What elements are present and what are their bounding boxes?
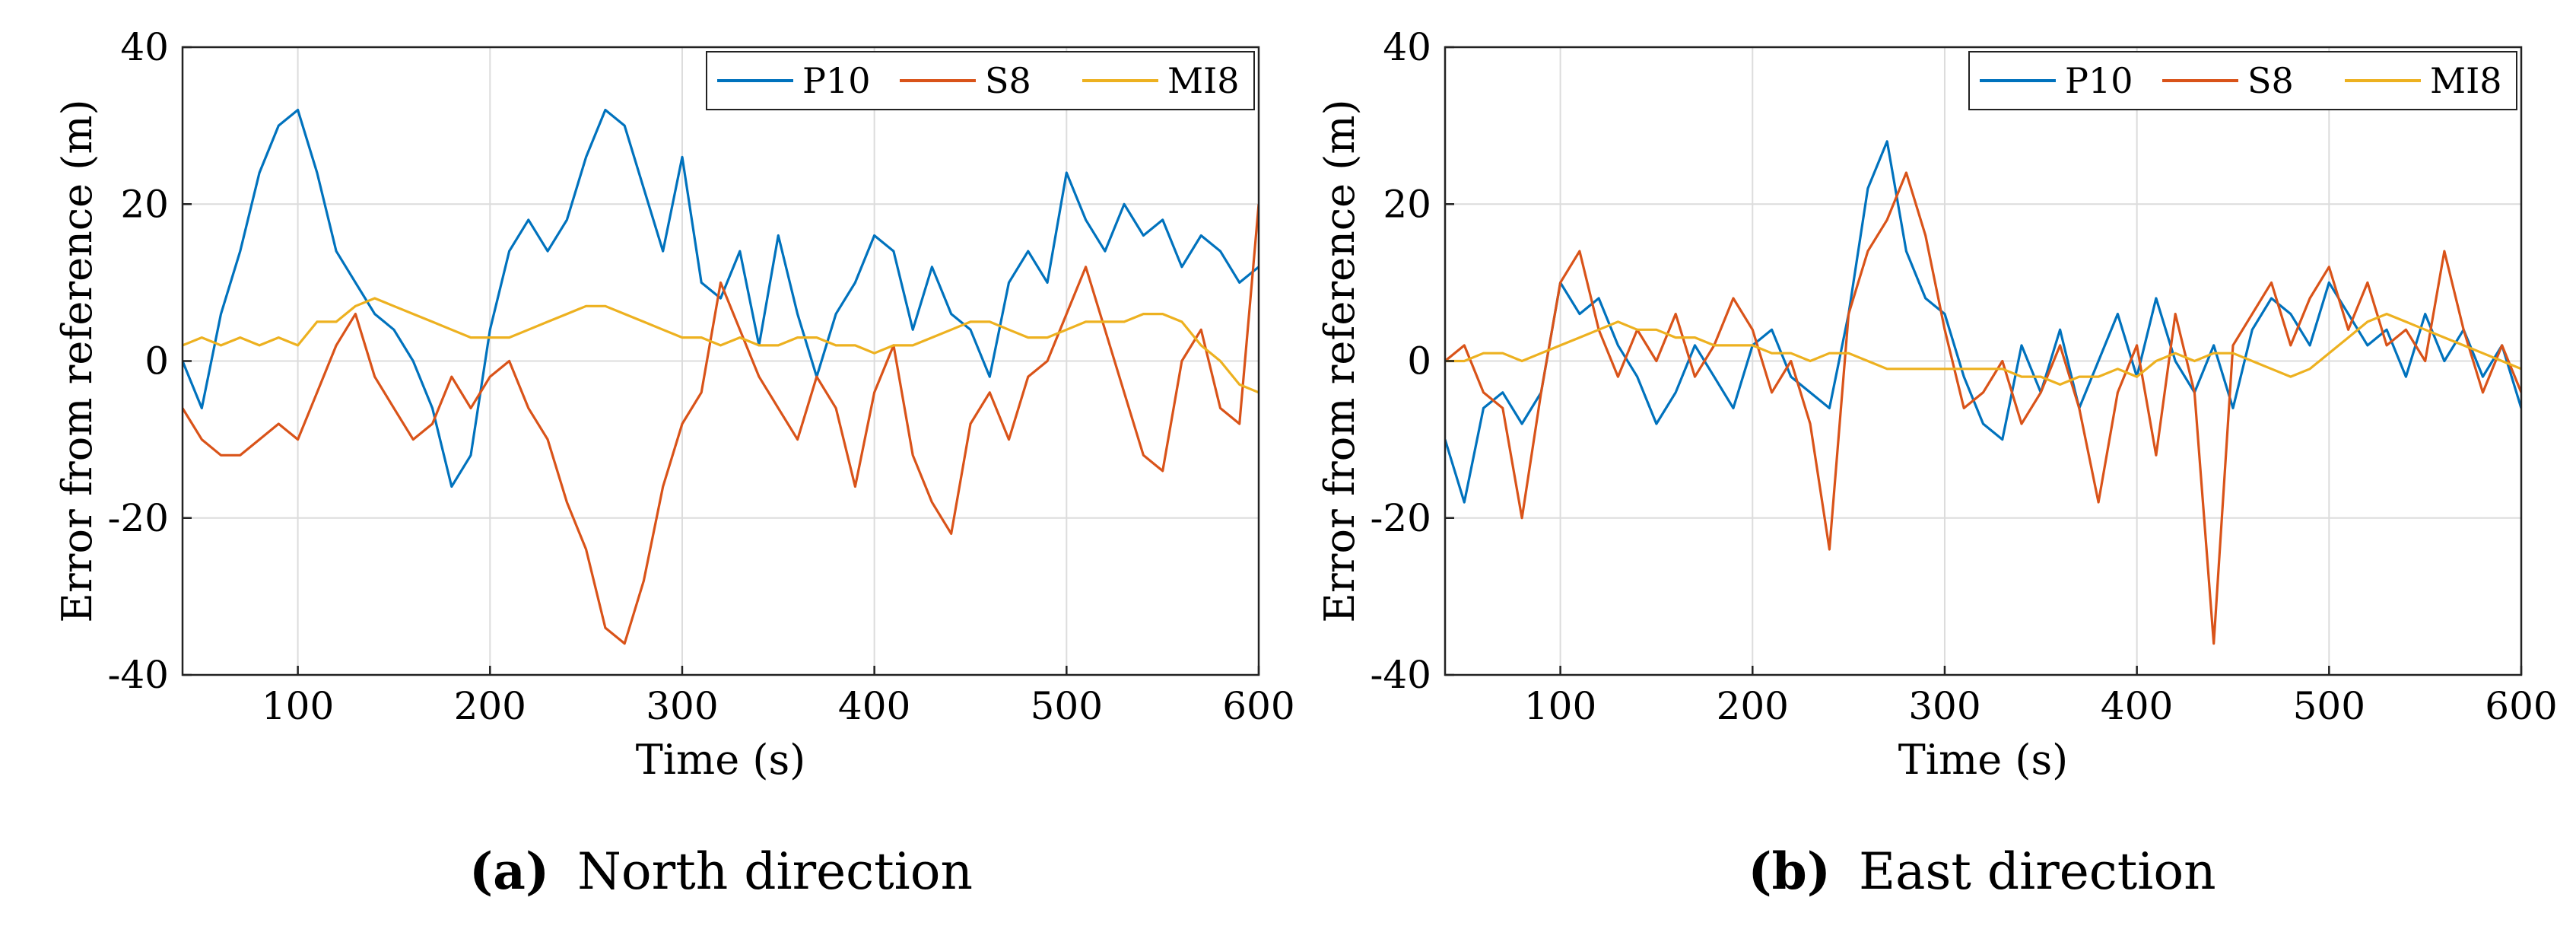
x-tick-label: 300: [1908, 684, 1980, 728]
caption-b-text: East direction: [1859, 842, 2216, 901]
series-line-p10: [183, 108, 1259, 488]
caption-a: (a) North direction: [469, 842, 973, 901]
series-line-mi8: [1445, 313, 2521, 386]
y-axis-label: Error from reference (m): [1316, 99, 1364, 622]
x-tick-label: 400: [2101, 684, 2173, 728]
x-tick-label: 100: [262, 684, 334, 728]
legend: P10 S8 MI8: [706, 51, 1255, 110]
x-tick-label: 500: [1031, 684, 1103, 728]
y-tick-label: 40: [120, 25, 169, 69]
legend-box: [706, 51, 1255, 110]
series-line-s8: [1445, 171, 2521, 645]
legend-label-s8: S8: [985, 60, 1031, 101]
y-tick-label: 20: [120, 182, 169, 226]
y-axis-label: Error from reference (m): [53, 99, 101, 622]
legend: P10 S8 MI8: [1968, 51, 2517, 110]
legend-label-mi8: MI8: [2430, 60, 2502, 101]
y-tick-label: -20: [107, 496, 169, 540]
legend-label-s8: S8: [2247, 60, 2294, 101]
legend-label-p10: P10: [802, 60, 870, 101]
series-line-s8: [183, 204, 1259, 645]
legend-label-p10: P10: [2065, 60, 2133, 101]
caption-a-letter: (a): [469, 842, 549, 901]
series-group: [183, 108, 1259, 645]
y-tick-label: -20: [1370, 496, 1431, 540]
panel-north: 100 200 300 400 500 600 -40 -20 0 20 40 Time (s) Err…: [53, 25, 1295, 784]
y-tick-label: 40: [1383, 25, 1431, 69]
caption-b: (b) East direction: [1748, 842, 2215, 901]
series-line-mi8: [183, 297, 1259, 394]
x-tick-label: 600: [2485, 684, 2557, 728]
panel-east: 100 200 300 400 500 600 -40 -20 0 20 40 Time (s) Err…: [1316, 25, 2558, 784]
legend-box: [1968, 51, 2517, 110]
series-group: [1445, 140, 2521, 645]
y-tick-label: 0: [1407, 339, 1431, 383]
x-axis-label: Time (s): [1898, 736, 2068, 784]
x-tick-label: 200: [1717, 684, 1789, 728]
x-axis-label: Time (s): [636, 736, 805, 784]
y-tick-label: -40: [1370, 653, 1431, 697]
y-tick-label: 20: [1383, 182, 1431, 226]
caption-a-text: North direction: [577, 842, 973, 901]
x-tick-label: 500: [2293, 684, 2365, 728]
x-tick-label: 600: [1222, 684, 1294, 728]
x-tick-label: 100: [1524, 684, 1596, 728]
x-tick-label: 300: [646, 684, 718, 728]
caption-b-letter: (b): [1748, 842, 1831, 901]
y-tick-label: -40: [107, 653, 169, 697]
legend-label-mi8: MI8: [1167, 60, 1240, 101]
y-tick-label: 0: [145, 339, 169, 383]
x-tick-label: 200: [454, 684, 526, 728]
series-line-p10: [1445, 140, 2521, 504]
x-tick-label: 400: [838, 684, 910, 728]
